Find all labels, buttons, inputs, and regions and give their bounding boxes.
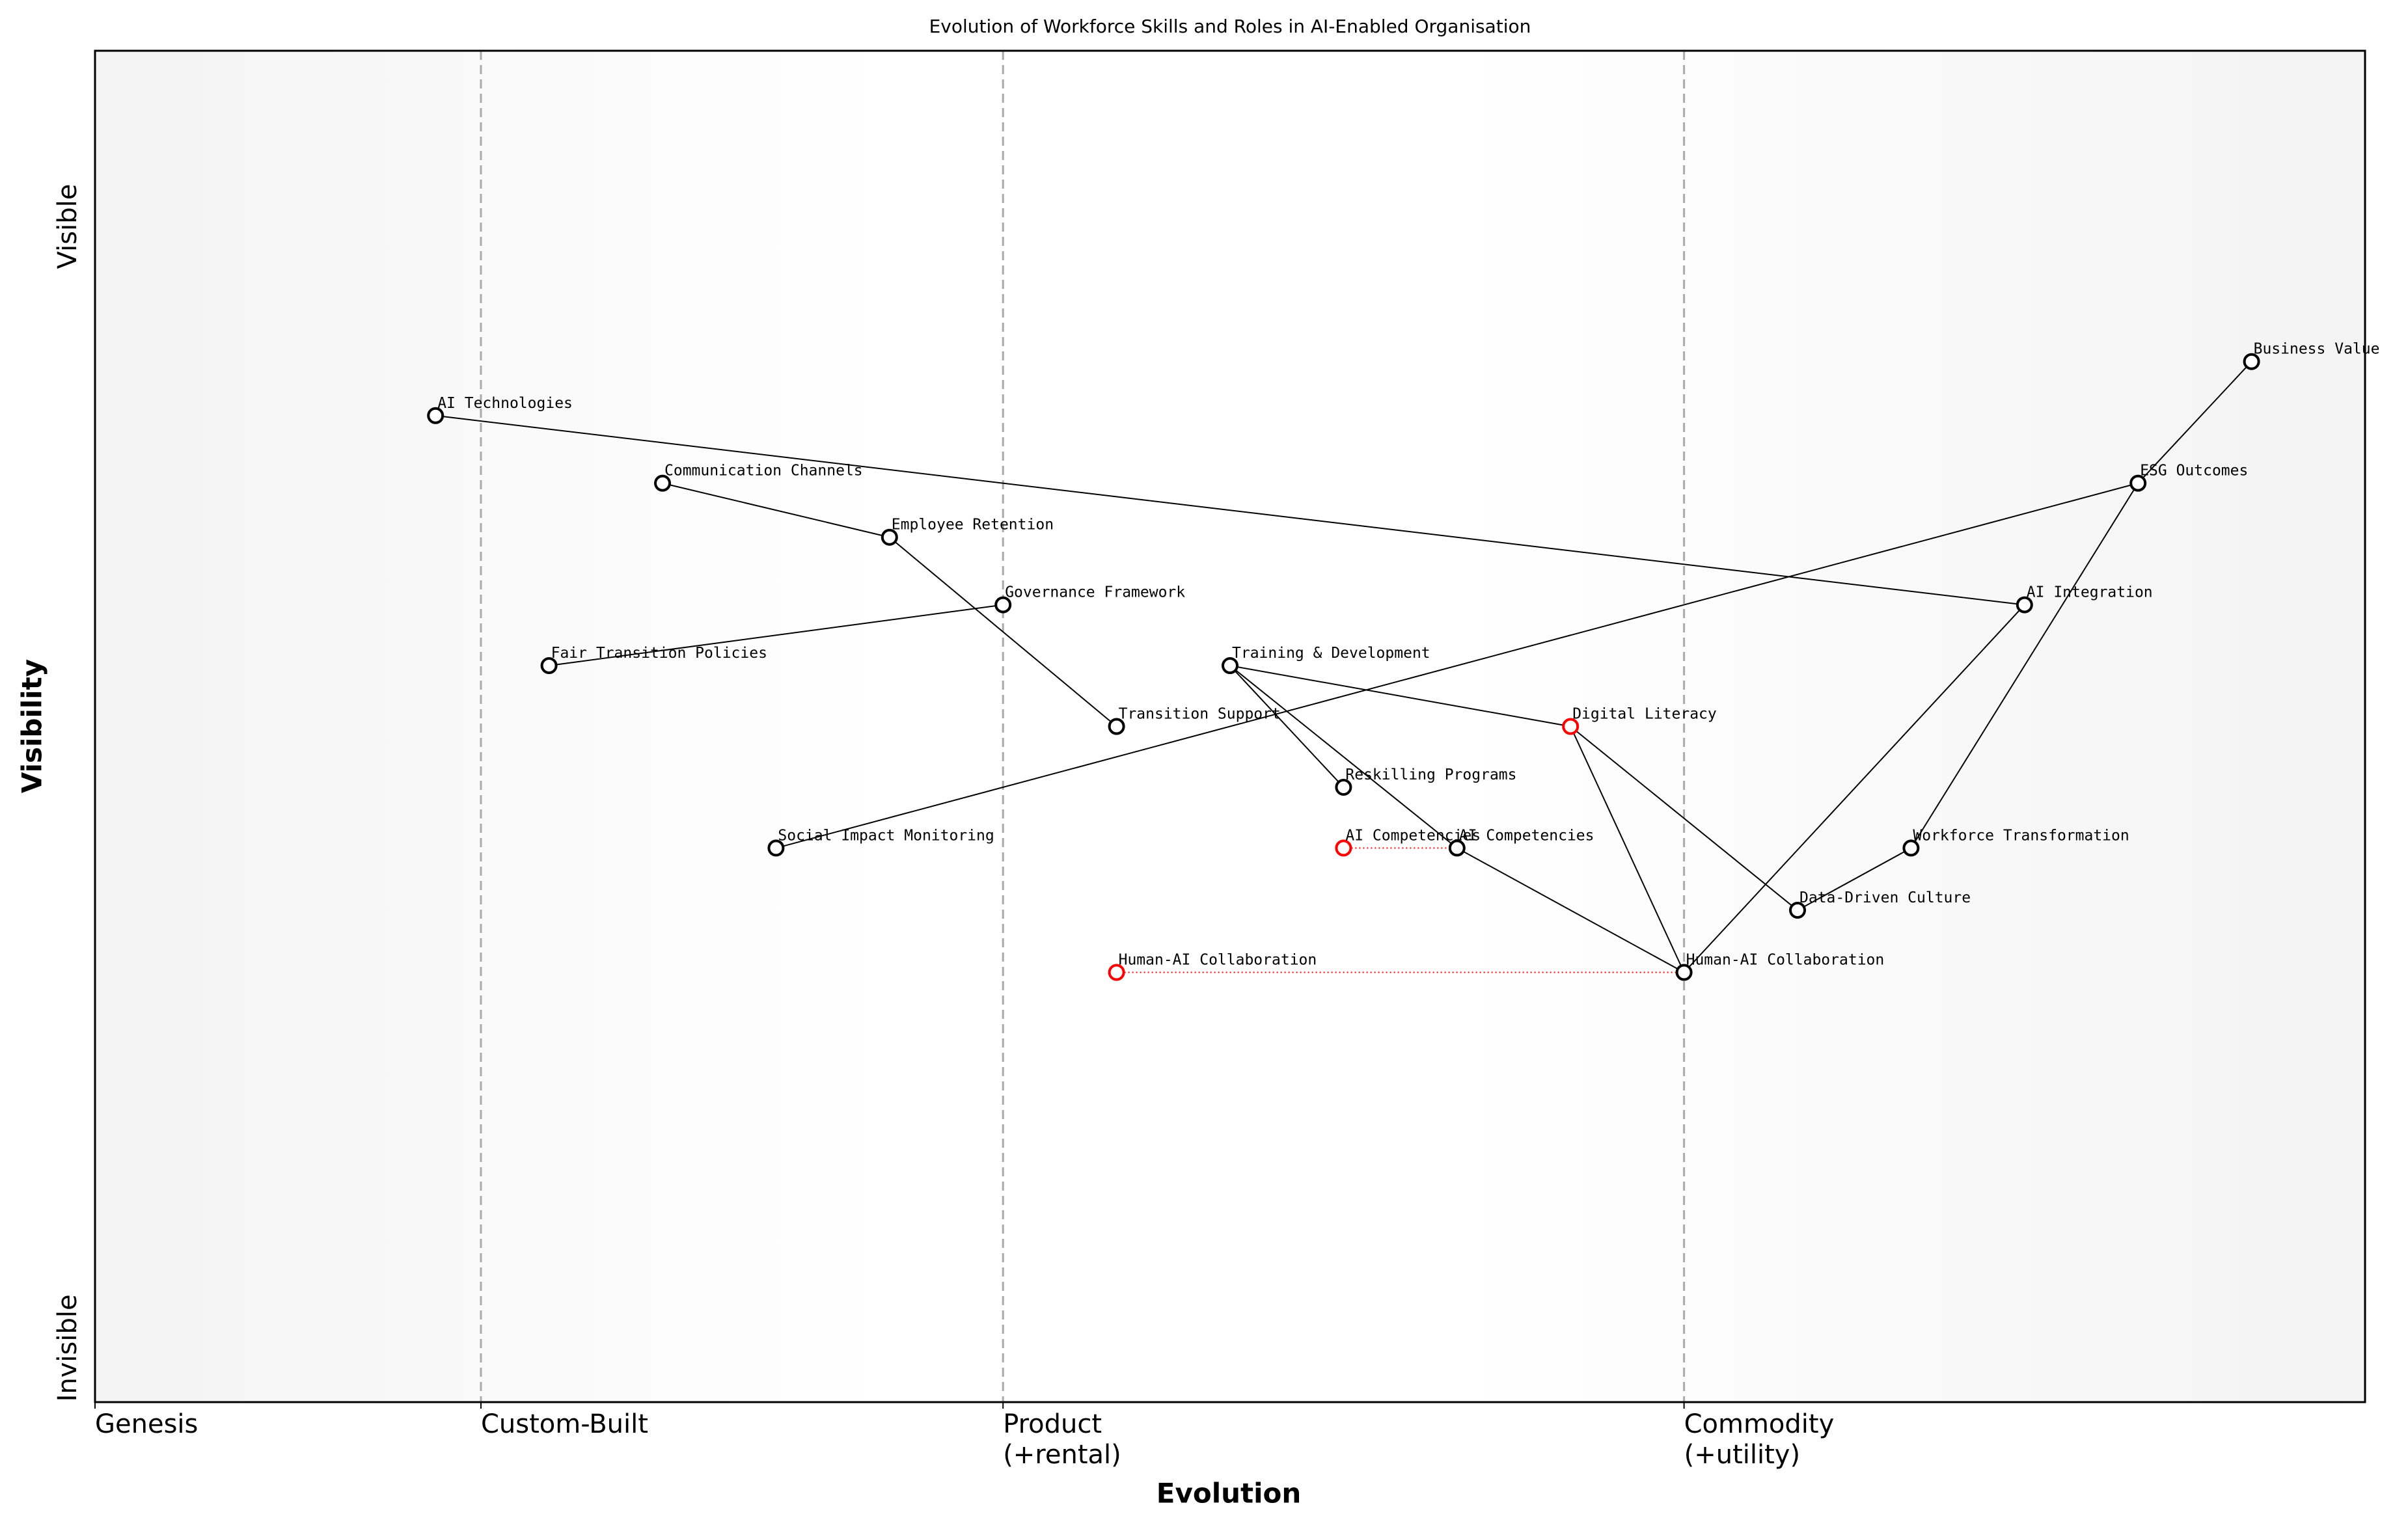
evolve-origin xyxy=(1335,839,1352,857)
component xyxy=(994,596,1012,614)
component-label: Governance Framework xyxy=(1005,584,1185,601)
y-tick-label: Visible xyxy=(53,184,83,269)
component-label: Fair Transition Policies xyxy=(551,645,767,662)
component xyxy=(1108,718,1125,735)
component xyxy=(1675,964,1693,981)
component xyxy=(881,528,898,546)
x-axis-label: Evolution xyxy=(1156,1478,1301,1509)
component-label: Data-Driven Culture xyxy=(1799,889,1971,906)
x-tick-label: Genesis xyxy=(95,1409,198,1439)
component xyxy=(427,407,445,424)
component xyxy=(2016,596,2033,614)
component xyxy=(1789,901,1806,919)
plot-frame xyxy=(94,49,2366,1403)
component-label: Training & Development xyxy=(1232,645,1430,662)
component-label: AI Competencies xyxy=(1459,827,1594,844)
y-axis-label: Visibility xyxy=(16,659,48,793)
link xyxy=(1457,847,1685,973)
component xyxy=(1448,839,1466,857)
component-label: Transition Support xyxy=(1119,706,1281,723)
component xyxy=(1222,657,1238,675)
link xyxy=(889,536,1117,727)
component-label: Employee Retention xyxy=(892,517,1054,534)
component-label: Reskilling Programs xyxy=(1345,766,1516,783)
component-label: Human-AI Collaboration xyxy=(1686,952,1885,969)
y-tick-label: Invisible xyxy=(53,1294,83,1401)
link xyxy=(1683,604,2025,973)
link xyxy=(435,414,2025,606)
component xyxy=(1902,839,1920,857)
link xyxy=(1229,665,1345,788)
link xyxy=(2137,361,2252,484)
x-tick-label: Commodity (+utility) xyxy=(1684,1409,1835,1470)
component xyxy=(2129,474,2147,492)
link xyxy=(1910,483,2139,848)
evolve-label: AI Competencies xyxy=(1345,827,1481,844)
component-label: Digital Literacy xyxy=(1572,706,1717,723)
link xyxy=(549,604,1004,667)
evolve-origin xyxy=(1108,964,1125,981)
component-label: Social Impact Monitoring xyxy=(778,827,994,844)
component-label: AI Technologies xyxy=(437,395,573,412)
component xyxy=(1562,718,1580,735)
link xyxy=(1229,665,1571,727)
x-tick-label: Product (+rental) xyxy=(1003,1409,1121,1470)
evolve-label: Human-AI Collaboration xyxy=(1119,952,1317,969)
component-label: Workforce Transformation xyxy=(1913,827,2129,844)
component-label: AI Integration xyxy=(2027,584,2153,601)
component-label: Communication Channels xyxy=(664,463,863,480)
component xyxy=(767,839,785,857)
component xyxy=(654,474,671,492)
component xyxy=(2243,353,2260,370)
link xyxy=(662,482,890,538)
x-tick-label: Custom-Built xyxy=(481,1409,648,1439)
link xyxy=(1570,725,1798,911)
component xyxy=(1335,778,1352,796)
chart-title: Evolution of Workforce Skills and Roles … xyxy=(929,16,1531,37)
component-label: Business Value xyxy=(2254,341,2380,358)
component xyxy=(540,657,558,675)
component-label: ESG Outcomes xyxy=(2140,463,2248,480)
link xyxy=(1570,726,1685,973)
link xyxy=(1797,847,1911,911)
link xyxy=(776,482,2139,849)
link xyxy=(1229,665,1458,849)
